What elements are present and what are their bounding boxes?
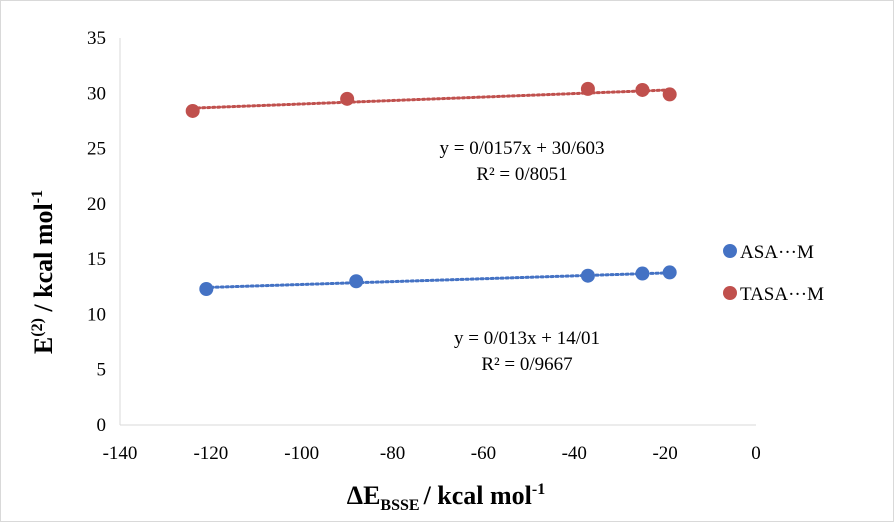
legend: ASA···M TASA···M <box>723 242 824 305</box>
y-tick-label: 5 <box>97 360 107 381</box>
y-tick-label: 20 <box>87 194 106 215</box>
data-point-tasa <box>635 82 650 97</box>
plot-area: 0 5 10 15 20 25 30 35 -140 -120 -100 -80 -60 -40 -20 0 <box>87 28 761 464</box>
y-axis-title: E(2) / kcal mol-1 <box>29 190 58 354</box>
x-tick-label: -80 <box>380 443 405 464</box>
x-axis-title: ΔEBSSE / kcal mol-1 <box>347 481 545 514</box>
legend-entry-asa: ASA···M <box>723 242 814 263</box>
y-tick-label: 15 <box>87 249 106 270</box>
data-point-tasa <box>580 81 595 96</box>
asa-r2: R² = 0/9667 <box>481 354 572 375</box>
y-tick-label: 0 <box>97 415 107 436</box>
trendline-tasa <box>191 88 672 110</box>
legend-label-asa: ASA···M <box>740 242 814 263</box>
y-tick-label: 30 <box>87 83 106 104</box>
x-tick-label: -120 <box>193 443 228 464</box>
y-tick-label: 35 <box>87 28 106 49</box>
x-tick-label: 0 <box>751 443 761 464</box>
legend-marker-asa <box>723 244 737 258</box>
tasa-equation: y = 0/0157x + 30/603 <box>440 138 605 159</box>
x-tick-label: -60 <box>471 443 496 464</box>
tasa-r2: R² = 0/8051 <box>476 164 567 185</box>
y-tick-label: 25 <box>87 139 106 160</box>
data-point-tasa <box>185 103 200 118</box>
x-tick-label: -20 <box>652 443 677 464</box>
data-point-tasa <box>662 87 677 102</box>
legend-marker-tasa <box>723 286 737 300</box>
data-point-asa <box>349 274 364 289</box>
legend-label-tasa: TASA···M <box>740 284 824 305</box>
y-tick-label: 10 <box>87 304 106 325</box>
data-point-tasa <box>340 91 355 106</box>
data-point-asa <box>662 265 677 280</box>
x-tick-label: -40 <box>562 443 587 464</box>
data-point-asa <box>580 268 595 283</box>
trendline-asa <box>204 271 672 289</box>
asa-equation: y = 0/013x + 14/01 <box>454 328 600 349</box>
data-point-asa <box>199 281 214 296</box>
x-tick-label: -100 <box>284 443 319 464</box>
x-tick-label: -140 <box>103 443 138 464</box>
legend-entry-tasa: TASA···M <box>723 284 824 305</box>
data-point-asa <box>635 266 650 281</box>
